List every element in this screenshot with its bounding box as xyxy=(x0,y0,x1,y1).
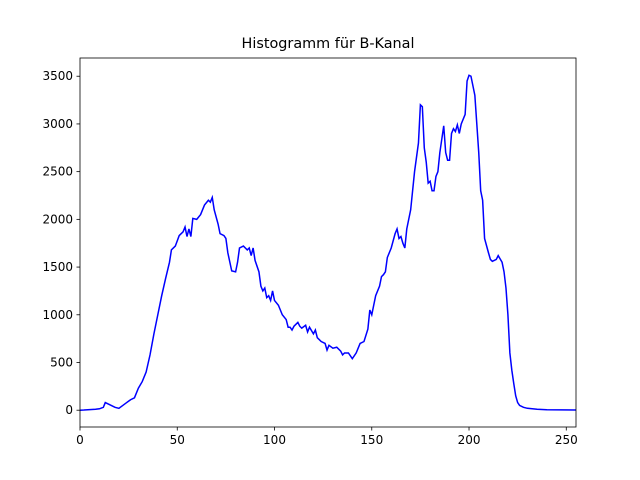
chart-title: Histogramm für B-Kanal xyxy=(242,36,415,52)
x-tick-label: 100 xyxy=(263,433,286,447)
x-tick-label: 250 xyxy=(555,433,578,447)
data-line xyxy=(79,74,577,411)
x-tick-label: 0 xyxy=(76,433,84,447)
y-tick-label: 500 xyxy=(50,355,73,369)
x-tick-label: 150 xyxy=(360,433,383,447)
y-tick-label: 2000 xyxy=(42,212,73,226)
y-tick-label: 1500 xyxy=(42,260,73,274)
x-tick-label: 200 xyxy=(458,433,481,447)
x-tick-label: 50 xyxy=(170,433,185,447)
y-tick-label: 3500 xyxy=(42,69,73,83)
y-tick-label: 1000 xyxy=(42,308,73,322)
y-tick-label: 2500 xyxy=(42,165,73,179)
plot-frame xyxy=(79,57,577,428)
y-tick-label: 0 xyxy=(65,403,73,417)
y-tick-label: 3000 xyxy=(42,117,73,131)
